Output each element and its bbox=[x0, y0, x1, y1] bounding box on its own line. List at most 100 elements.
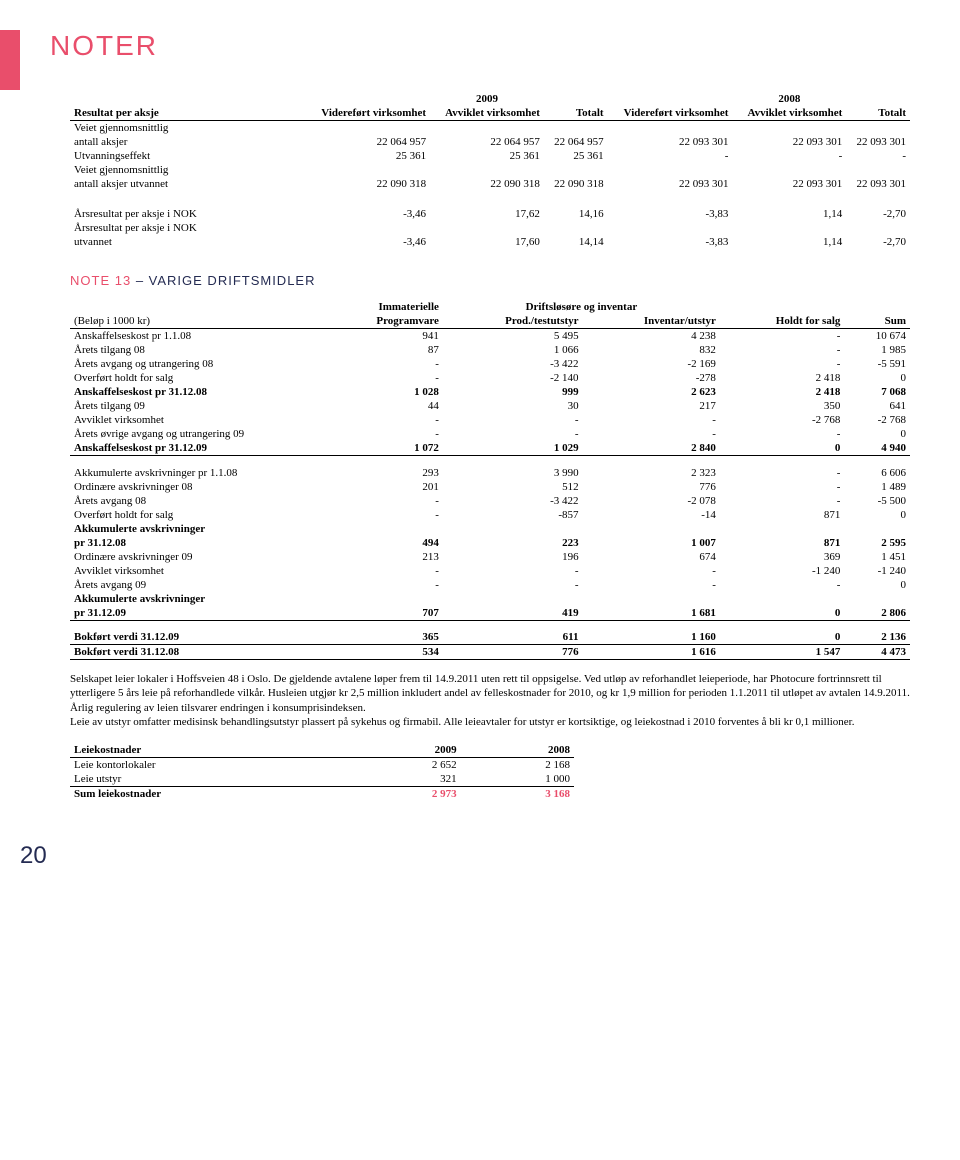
table-cell: - bbox=[720, 343, 844, 357]
table-row-label: Avviklet virksomhet bbox=[70, 564, 322, 578]
table-cell: 87 bbox=[322, 343, 443, 357]
table-cell: 201 bbox=[322, 480, 443, 494]
table-cell: 196 bbox=[443, 550, 583, 564]
leie-h2: 2008 bbox=[461, 743, 574, 758]
table-cell: - bbox=[322, 494, 443, 508]
table-cell: - bbox=[608, 149, 733, 163]
t1-h1: Videreført virksomhet bbox=[305, 106, 430, 121]
table-cell: 7 068 bbox=[844, 385, 910, 399]
table-cell: 2 323 bbox=[583, 466, 720, 480]
table-cell: 22 093 301 bbox=[608, 135, 733, 149]
t1-h5: Avviklet virksomhet bbox=[732, 106, 846, 121]
table-cell: 350 bbox=[720, 399, 844, 413]
table-row-label: Ordinære avskrivninger 09 bbox=[70, 550, 322, 564]
t2-holdt: Holdt for salg bbox=[720, 314, 844, 329]
table-cell: 365 bbox=[322, 630, 443, 645]
table-cell: - bbox=[322, 508, 443, 522]
table-row-label: Akkumulerte avskrivninger pr 1.1.08 bbox=[70, 466, 322, 480]
table-cell: - bbox=[322, 564, 443, 578]
table-cell: 0 bbox=[844, 371, 910, 385]
table-cell: - bbox=[720, 427, 844, 441]
table-cell: -2,70 bbox=[846, 235, 910, 249]
table-cell: -1 240 bbox=[844, 564, 910, 578]
page-number: 20 bbox=[20, 842, 47, 870]
table-cell: 25 361 bbox=[544, 149, 608, 163]
table-cell: - bbox=[720, 466, 844, 480]
table-cell: 776 bbox=[443, 645, 583, 660]
table-cell: 0 bbox=[720, 441, 844, 456]
table-cell: -857 bbox=[443, 508, 583, 522]
table-cell: 25 361 bbox=[430, 149, 544, 163]
table-cell: 293 bbox=[322, 466, 443, 480]
table-cell: - bbox=[720, 578, 844, 592]
table-cell: 941 bbox=[322, 329, 443, 344]
table-row-label: Akkumulerte avskrivninger bbox=[70, 522, 322, 536]
lease-paragraph: Selskapet leier lokaler i Hoffsveien 48 … bbox=[70, 672, 910, 729]
table-row-label: Årets tilgang 09 bbox=[70, 399, 322, 413]
table-cell: 14,16 bbox=[544, 207, 608, 221]
table-cell: - bbox=[322, 357, 443, 371]
table-cell: 30 bbox=[443, 399, 583, 413]
table-cell: - bbox=[583, 413, 720, 427]
table-row-label: pr 31.12.09 bbox=[70, 606, 322, 621]
leie-h1: 2009 bbox=[347, 743, 460, 758]
table-cell: -2 768 bbox=[844, 413, 910, 427]
table-row-label: Utvanningseffekt bbox=[70, 149, 305, 163]
table-row-label: Veiet gjennomsnittlig bbox=[70, 163, 305, 177]
table-cell: 1 451 bbox=[844, 550, 910, 564]
note13-title: NOTE 13 – VARIGE DRIFTSMIDLER bbox=[70, 273, 910, 288]
table-cell: 2 136 bbox=[844, 630, 910, 645]
table-cell: 44 bbox=[322, 399, 443, 413]
table-cell: -3,46 bbox=[305, 207, 430, 221]
table-row-label: Overført holdt for salg bbox=[70, 371, 322, 385]
t1-h4: Videreført virksomhet bbox=[608, 106, 733, 121]
table-cell: - bbox=[732, 149, 846, 163]
table-cell: 641 bbox=[844, 399, 910, 413]
table-cell: 321 bbox=[347, 772, 460, 787]
table-cell: 22 064 957 bbox=[544, 135, 608, 149]
table-cell: 534 bbox=[322, 645, 443, 660]
table-cell: 4 238 bbox=[583, 329, 720, 344]
table-cell: - bbox=[443, 578, 583, 592]
table-row-label: Overført holdt for salg bbox=[70, 508, 322, 522]
t2-sum: Sum bbox=[844, 314, 910, 329]
table-cell: 674 bbox=[583, 550, 720, 564]
table-cell: 494 bbox=[322, 536, 443, 550]
table-row-label: Ordinære avskrivninger 08 bbox=[70, 480, 322, 494]
table-row-label: Bokført verdi 31.12.09 bbox=[70, 630, 322, 645]
table-cell: 223 bbox=[443, 536, 583, 550]
table-cell: 1 000 bbox=[461, 772, 574, 787]
table-cell: 1 029 bbox=[443, 441, 583, 456]
table-row-label: Bokført verdi 31.12.08 bbox=[70, 645, 322, 660]
table-cell: 512 bbox=[443, 480, 583, 494]
table-cell: 832 bbox=[583, 343, 720, 357]
table-cell: 611 bbox=[443, 630, 583, 645]
table-cell: - bbox=[443, 564, 583, 578]
t2-prod: Prod./testutstyr bbox=[443, 314, 583, 329]
col-super-2009: 2009 bbox=[430, 92, 544, 106]
table-cell: - bbox=[583, 578, 720, 592]
table-row-label: utvannet bbox=[70, 235, 305, 249]
table-cell: - bbox=[583, 564, 720, 578]
table-cell: -5 500 bbox=[844, 494, 910, 508]
note13-prefix: NOTE 13 bbox=[70, 273, 131, 288]
table-cell: -3 422 bbox=[443, 357, 583, 371]
table-cell: - bbox=[322, 371, 443, 385]
leie-sum-1: 3 168 bbox=[461, 787, 574, 802]
table-cell: 2 595 bbox=[844, 536, 910, 550]
table-cell: 1 985 bbox=[844, 343, 910, 357]
table-cell: 1 547 bbox=[720, 645, 844, 660]
table-cell: 25 361 bbox=[305, 149, 430, 163]
table-row-label: Årsresultat per aksje i NOK bbox=[70, 207, 305, 221]
table-cell: 2 418 bbox=[720, 371, 844, 385]
table-cell: 2 806 bbox=[844, 606, 910, 621]
t2-program: Programvare bbox=[322, 314, 443, 329]
t1-h2: Avviklet virksomhet bbox=[430, 106, 544, 121]
table-cell: 2 623 bbox=[583, 385, 720, 399]
table-cell: 2 418 bbox=[720, 385, 844, 399]
table-cell: -2 140 bbox=[443, 371, 583, 385]
table-cell: 419 bbox=[443, 606, 583, 621]
table-cell: -2 768 bbox=[720, 413, 844, 427]
t2-belop: (Beløp i 1000 kr) bbox=[70, 314, 322, 329]
table-cell: 14,14 bbox=[544, 235, 608, 249]
